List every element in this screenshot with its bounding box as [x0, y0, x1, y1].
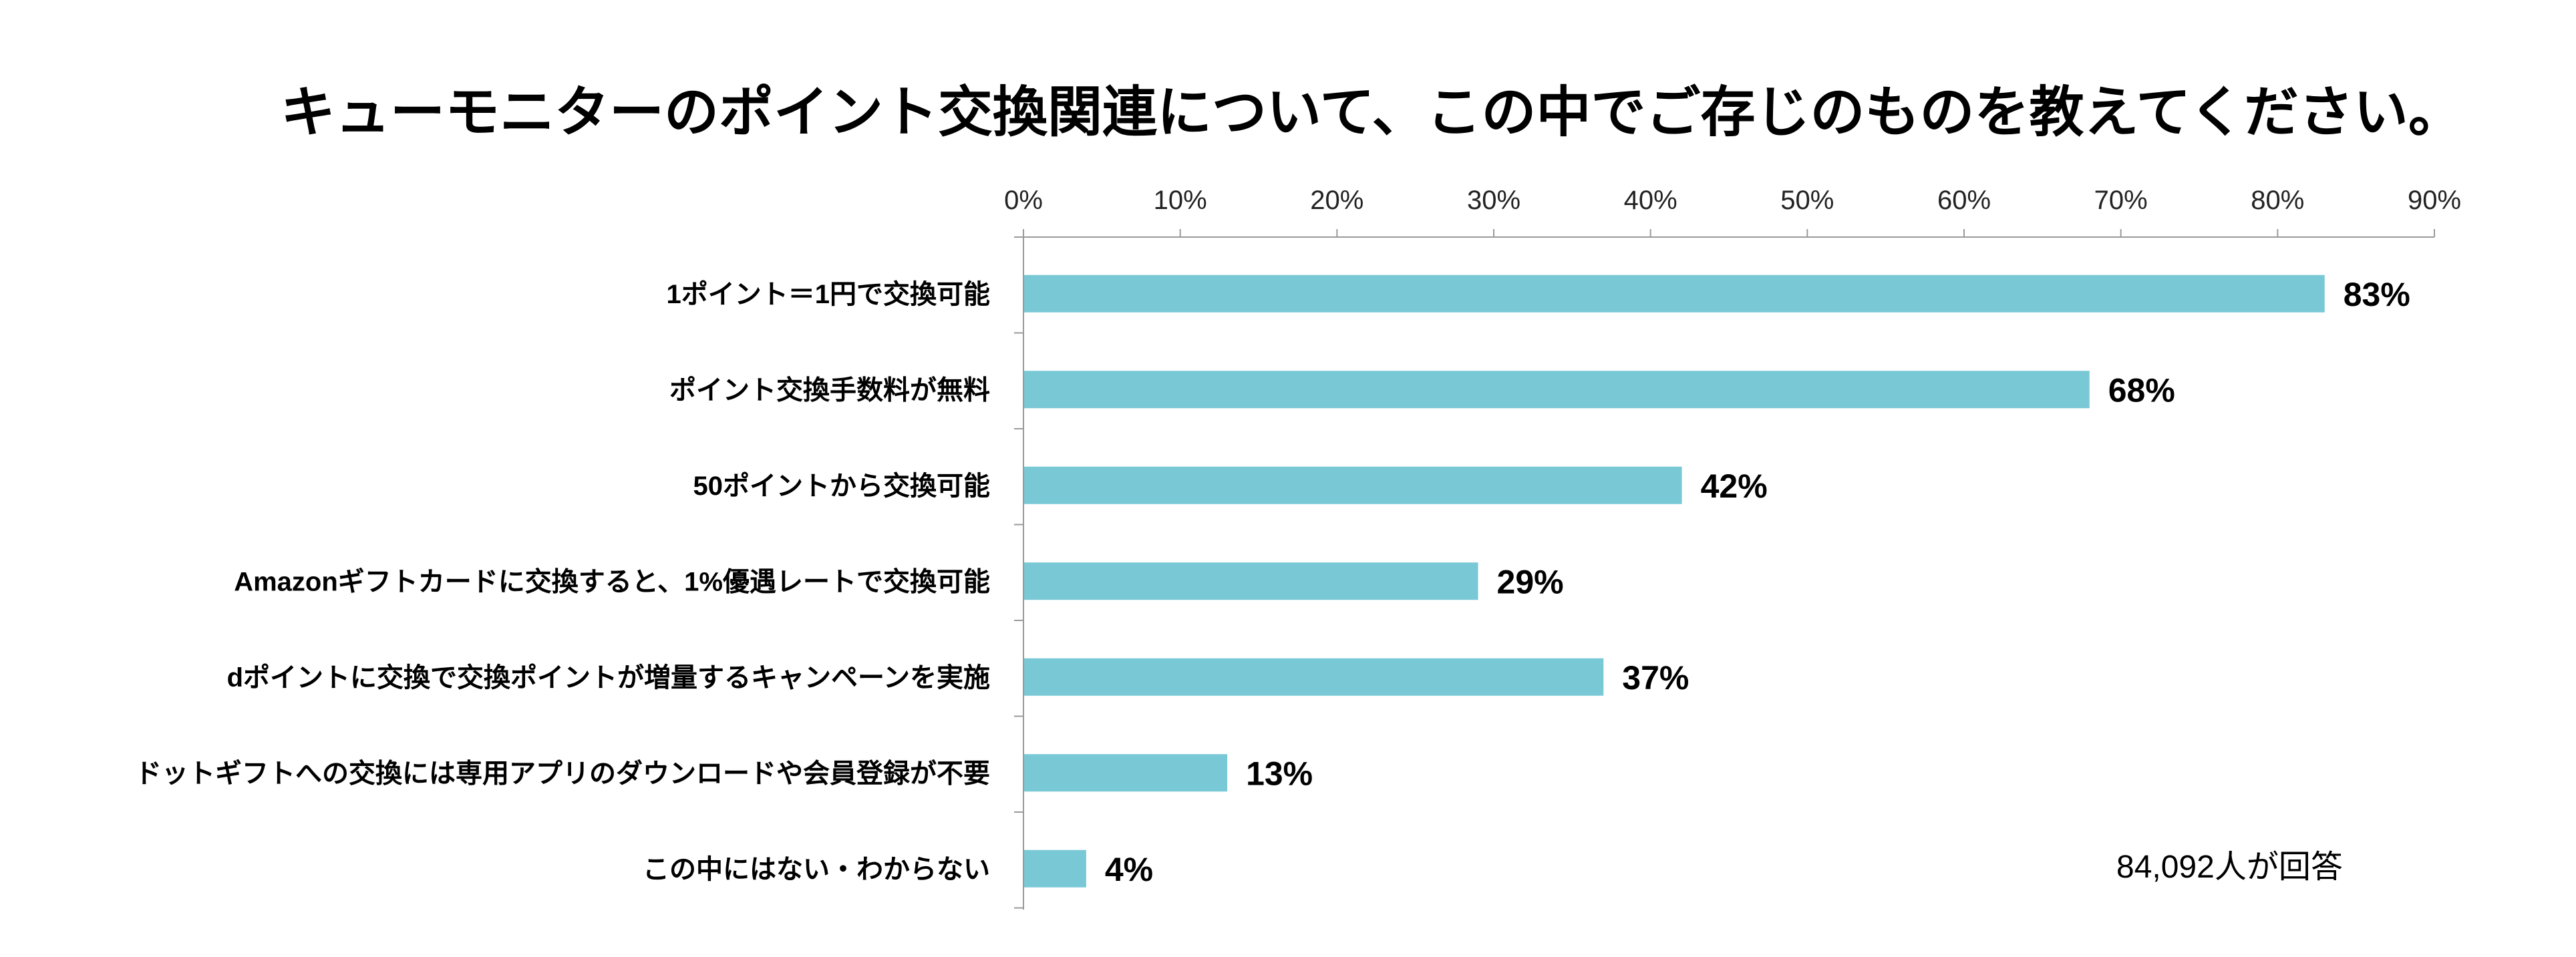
bar [1024, 849, 1086, 888]
category-label: Amazonギフトカードに交換すると、1%優遇レートで交換可能 [234, 567, 990, 596]
x-tick-label: 90% [2408, 186, 2461, 215]
bar [1024, 371, 2090, 409]
category-label: ポイント交換手数料が無料 [669, 375, 990, 405]
respondent-count-note: 84,092人が回答 [2116, 849, 2343, 885]
x-tick-label: 60% [1937, 186, 1991, 215]
category-label: この中にはない・わからない [643, 855, 990, 884]
x-tick-label: 40% [1624, 186, 1677, 215]
bar [1024, 562, 1478, 600]
x-tick-label: 10% [1154, 186, 1207, 215]
value-label: 29% [1497, 563, 1564, 600]
category-label: 1ポイント＝1円で交換可能 [667, 280, 991, 309]
bar [1024, 754, 1228, 792]
x-axis: 0% 10% 20% 30% 40% 50% 60% 70% 80% 90% [1004, 186, 2461, 910]
chart-title: キューモニターのポイント交換関連について、この中でご存じのものを教えてください。 [281, 82, 2463, 143]
x-tick-label: 30% [1467, 186, 1520, 215]
value-label: 4% [1105, 851, 1153, 888]
value-label: 83% [2344, 276, 2410, 313]
value-label: 42% [1701, 467, 1768, 505]
bars [1024, 274, 2325, 888]
x-tick-label: 0% [1004, 186, 1043, 215]
value-labels: 83% 68% 42% 29% 37% 13% 4% [1105, 276, 2410, 888]
category-label: dポイントに交換で交換ポイントが増量するキャンペーンを実施 [227, 663, 990, 693]
category-label: ドットギフトへの交換には専用アプリのダウンロードや会員登録が不要 [135, 759, 990, 788]
value-label: 13% [1246, 755, 1313, 792]
value-label: 37% [1622, 659, 1689, 697]
x-tick-label: 20% [1310, 186, 1363, 215]
category-label: 50ポイントから交換可能 [693, 471, 991, 501]
bar [1024, 658, 1604, 696]
value-label: 68% [2108, 371, 2175, 409]
bar [1024, 466, 1682, 504]
x-tick-label: 50% [1780, 186, 1834, 215]
x-tick-label: 70% [2094, 186, 2148, 215]
bar [1024, 274, 2325, 313]
x-tick-label: 80% [2251, 186, 2304, 215]
